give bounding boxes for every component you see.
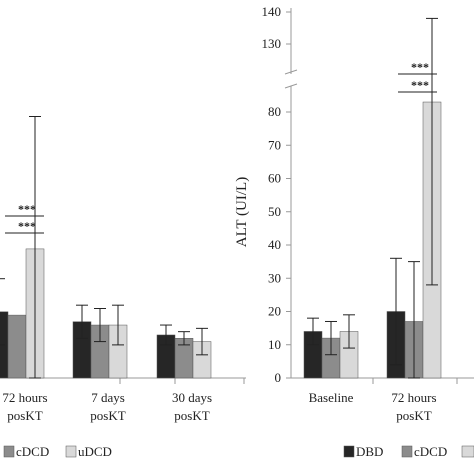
right-y-tick-label: 30 [268,270,281,285]
right-y-tick-label: 0 [275,370,282,385]
left-bar [7,314,27,379]
right-y-tick-label: 130 [262,36,282,51]
axis-break-mark [284,69,298,75]
right-y-tick-label: 10 [268,337,281,352]
legend-swatch [65,445,77,458]
right-category-label: posKT [396,408,431,423]
legend-label: DBD [356,444,383,459]
right-y-tick-label: 40 [268,237,281,252]
legend-swatch [3,445,15,458]
right-category-label: Baseline [309,390,354,405]
right-y-tick-label: 70 [268,137,281,152]
legend-label: cDCD [16,444,49,459]
legend-swatch [343,445,355,458]
legend-label: cDCD [414,444,447,459]
left-category-label: posKT [7,408,42,423]
left-category-label: 72 hours [2,390,47,405]
left-sig-label: *** [18,202,36,216]
right-category-label: 72 hours [391,390,436,405]
right-y-tick-label: 60 [268,171,281,186]
left-sig-label: *** [18,219,36,233]
right-sig-label: *** [411,60,429,74]
right-y-axis-label: ALT (UI/L) [234,177,250,247]
left-category-label: posKT [90,408,125,423]
right-y-tick-label: 20 [268,304,281,319]
legend-label: uDCD [78,444,112,459]
left-category-label: 30 days [172,390,212,405]
left-category-label: 7 days [91,390,125,405]
right-y-tick-label: 80 [268,104,281,119]
right-y-tick-label: 50 [268,204,281,219]
legend-swatch [401,445,413,458]
right-y-tick-label: 140 [262,4,282,19]
legend-swatch [461,445,474,458]
left-category-label: posKT [174,408,209,423]
axis-break-mark [284,83,298,89]
right-sig-label: *** [411,78,429,92]
